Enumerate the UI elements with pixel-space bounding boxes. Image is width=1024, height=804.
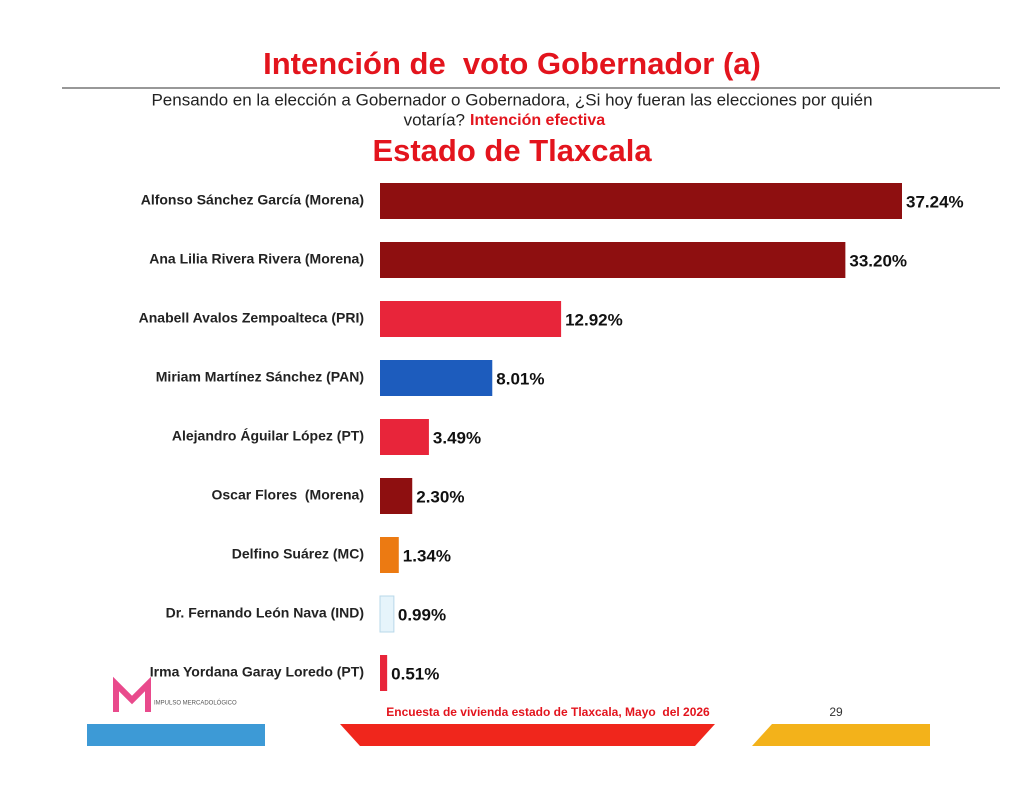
category-label: Oscar Flores (Morena) xyxy=(212,487,365,503)
value-label: 2.30% xyxy=(416,487,464,506)
category-label: Dr. Fernando León Nava (IND) xyxy=(166,605,364,621)
bar xyxy=(380,655,388,691)
subtitle: Pensando en la elección a Gobernador o G… xyxy=(151,90,872,109)
bar xyxy=(379,595,395,633)
category-label: Alfonso Sánchez García (Morena) xyxy=(141,192,364,208)
logo-mark xyxy=(113,676,151,712)
bar xyxy=(380,242,846,278)
bar xyxy=(380,537,399,573)
category-label: Miriam Martínez Sánchez (PAN) xyxy=(156,369,364,385)
footer-band-red xyxy=(340,724,715,746)
bar xyxy=(380,301,562,337)
logo-text: IMPULSO MERCADOLÓGICO xyxy=(154,700,237,707)
bar xyxy=(380,360,493,396)
value-label: 33.20% xyxy=(849,251,907,270)
bar xyxy=(380,478,413,514)
category-label: Anabell Avalos Zempoalteca (PRI) xyxy=(139,310,364,326)
value-label: 37.24% xyxy=(906,192,964,211)
value-label: 8.01% xyxy=(496,369,544,388)
value-label: 0.51% xyxy=(391,664,439,683)
footer-text: Encuesta de vivienda estado de Tlaxcala,… xyxy=(386,705,710,719)
category-label: Alejandro Águilar López (PT) xyxy=(172,428,364,444)
subtitle-line2: votaría? xyxy=(404,110,465,129)
footer-band-yellow xyxy=(752,724,930,746)
heading: Estado de Tlaxcala xyxy=(372,133,652,168)
bar xyxy=(380,419,429,455)
chart-title: Intención de voto Gobernador (a) xyxy=(263,46,761,81)
footer-band-blue xyxy=(87,724,265,746)
value-label: 0.99% xyxy=(398,605,446,624)
category-label: Ana Lilia Rivera Rivera (Morena) xyxy=(149,251,364,267)
value-label: 3.49% xyxy=(433,428,481,447)
category-label: Delfino Suárez (MC) xyxy=(232,546,364,562)
value-label: 1.34% xyxy=(403,546,451,565)
value-label: 12.92% xyxy=(565,310,623,329)
bar xyxy=(380,183,902,219)
page-number: 29 xyxy=(829,705,843,719)
subtitle-highlight: Intención efectiva xyxy=(470,112,605,129)
category-label: Irma Yordana Garay Loredo (PT) xyxy=(150,664,364,680)
